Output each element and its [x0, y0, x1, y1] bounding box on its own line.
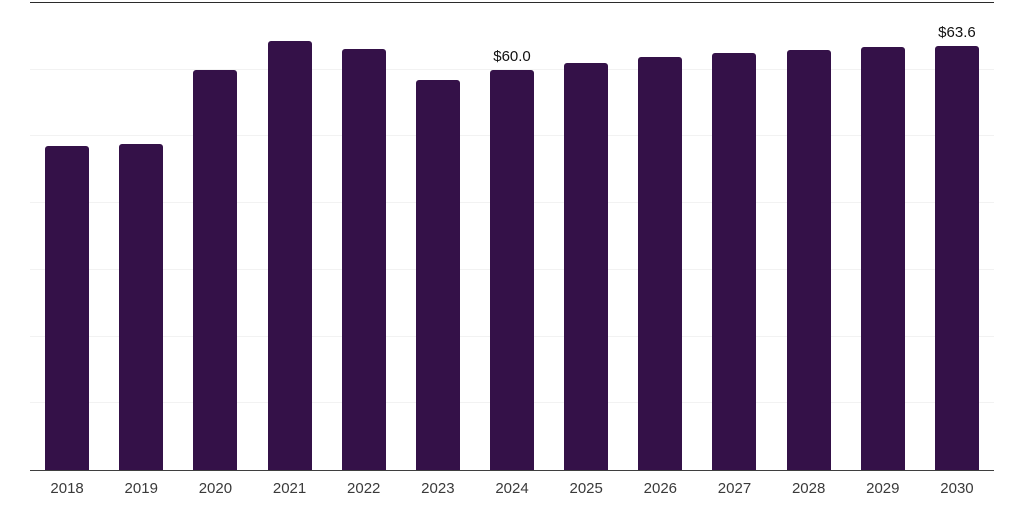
bar-2018: [45, 145, 90, 470]
bar-column-2022: [327, 3, 401, 470]
bar-2021: [267, 41, 312, 470]
x-tick-label-2020: 2020: [198, 480, 233, 497]
bar-column-2030: $63.6: [920, 3, 994, 470]
plot-area: $60.0 $63.6: [30, 2, 994, 471]
bar-column-2021: [252, 3, 326, 470]
x-tick-label-2029: 2029: [866, 480, 900, 497]
bar-column-2024: $60.0: [475, 3, 549, 470]
bar-column-2029: [846, 3, 920, 470]
bar-2026: [638, 57, 683, 470]
bar-2019: [119, 143, 164, 470]
bar-column-2020: [178, 3, 252, 470]
x-tick-label-2025: 2025: [569, 480, 603, 497]
bar-column-2028: [772, 3, 846, 470]
bar-2020: [193, 69, 238, 470]
bar-column-2023: [401, 3, 475, 470]
bar-2028: [786, 49, 831, 470]
x-tick-label-2018: 2018: [50, 480, 84, 497]
bar-2024: $60.0: [490, 49, 535, 470]
x-tick-label-2027: 2027: [717, 480, 752, 497]
x-tick-label-2030: 2030: [940, 480, 974, 497]
bar-value-label-2030: $63.6: [938, 23, 976, 41]
bar-2022: [341, 49, 386, 470]
bar-value-label-2024: $60.0: [493, 47, 531, 65]
bar-2030: $63.6: [934, 25, 979, 470]
x-axis: 2018 2019 2020 2021 2022 2023 2024 2025 2026 2027…: [30, 478, 994, 499]
bar-column-2019: [104, 3, 178, 470]
x-tick-label-2021: 2021: [272, 480, 307, 497]
x-tick-label-2019: 2019: [124, 480, 158, 497]
x-tick-label-2028: 2028: [791, 480, 826, 497]
bar-column-2026: [623, 3, 697, 470]
x-tick-label-2022: 2022: [347, 480, 381, 497]
bar-2023: [415, 79, 460, 470]
bar-column-2027: [697, 3, 771, 470]
bar-2027: [712, 53, 757, 470]
bar-2029: [860, 47, 905, 470]
bar-2025: [564, 63, 609, 470]
x-tick-label-2024: 2024: [495, 480, 529, 497]
x-tick-label-2026: 2026: [643, 480, 678, 497]
bar-column-2018: [30, 3, 104, 470]
x-tick-label-2023: 2023: [421, 480, 455, 497]
bar-column-2025: [549, 3, 623, 470]
